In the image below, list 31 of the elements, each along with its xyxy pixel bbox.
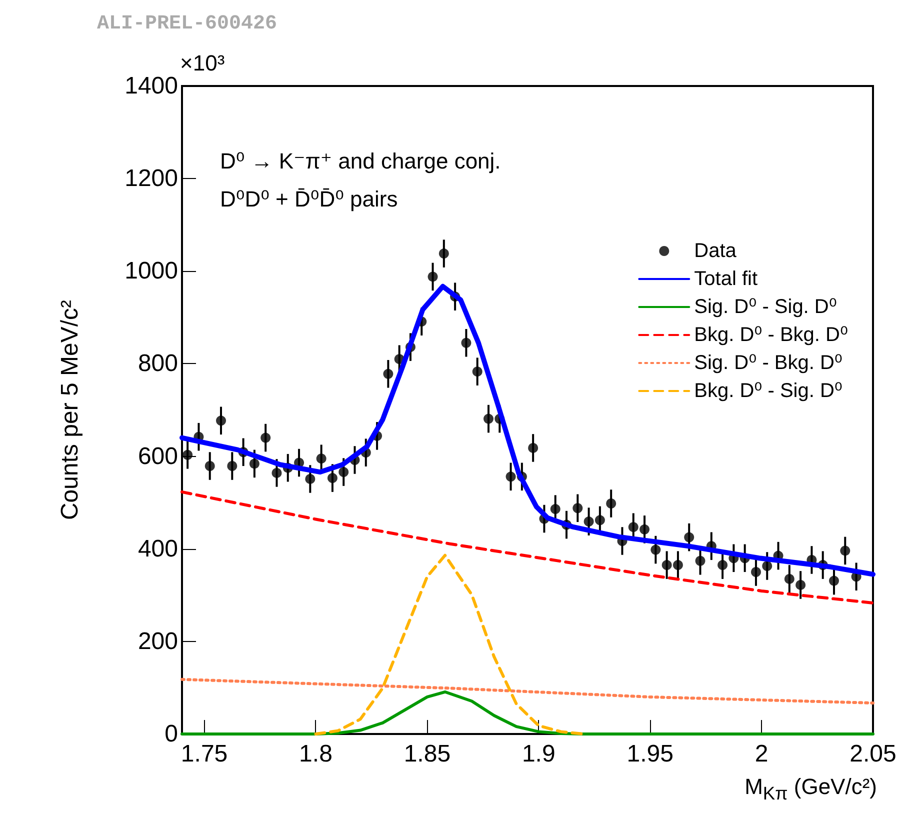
y-tick-label: 600 bbox=[138, 442, 178, 470]
x-axis-title: M$_{Kπ}$ (GeV/c²) bbox=[744, 774, 877, 804]
legend-label: Data bbox=[694, 240, 738, 262]
x-tick-label: 1.9 bbox=[522, 740, 556, 768]
annotation: D⁰ → K⁻π⁺ and charge conj. bbox=[220, 148, 501, 174]
legend-label: Bkg. D⁰ - Sig. D⁰ bbox=[694, 380, 842, 402]
text: ×10³ bbox=[180, 50, 225, 76]
y-tick-label: 400 bbox=[138, 535, 178, 562]
x-tick-label: 1.8 bbox=[299, 740, 332, 768]
y-tick-label: 1000 bbox=[124, 258, 178, 285]
y-tick-label: 1200 bbox=[124, 165, 178, 192]
y-tick-label: 800 bbox=[138, 350, 178, 378]
text: ALI-PREL-600426 bbox=[97, 12, 278, 36]
legend-label: Sig. D⁰ - Sig. D⁰ bbox=[694, 296, 837, 318]
line-series bbox=[180, 678, 874, 704]
line-series bbox=[180, 690, 874, 736]
x-tick-label: 1.75 bbox=[180, 740, 228, 768]
annotation: D⁰D⁰ + D̄⁰D̄⁰ pairs bbox=[220, 186, 398, 212]
legend-label: Sig. D⁰ - Bkg. D⁰ bbox=[694, 352, 842, 374]
x-tick-label: 1.85 bbox=[404, 740, 451, 768]
y-tick-label: 0 bbox=[164, 720, 178, 748]
legend-label: Total fit bbox=[694, 268, 758, 290]
legend-label: Bkg. D⁰ - Bkg. D⁰ bbox=[694, 324, 848, 346]
x-tick-label: 1.95 bbox=[626, 740, 674, 768]
y-tick-label: 200 bbox=[138, 628, 178, 655]
y-axis-title: Counts per 5 MeV/c² bbox=[56, 300, 84, 520]
x-tick-label: 2.05 bbox=[850, 740, 896, 768]
y-tick-label: 1400 bbox=[124, 72, 178, 100]
line-series bbox=[314, 554, 585, 736]
line-series bbox=[180, 490, 874, 605]
x-tick-label: 2 bbox=[754, 740, 768, 768]
